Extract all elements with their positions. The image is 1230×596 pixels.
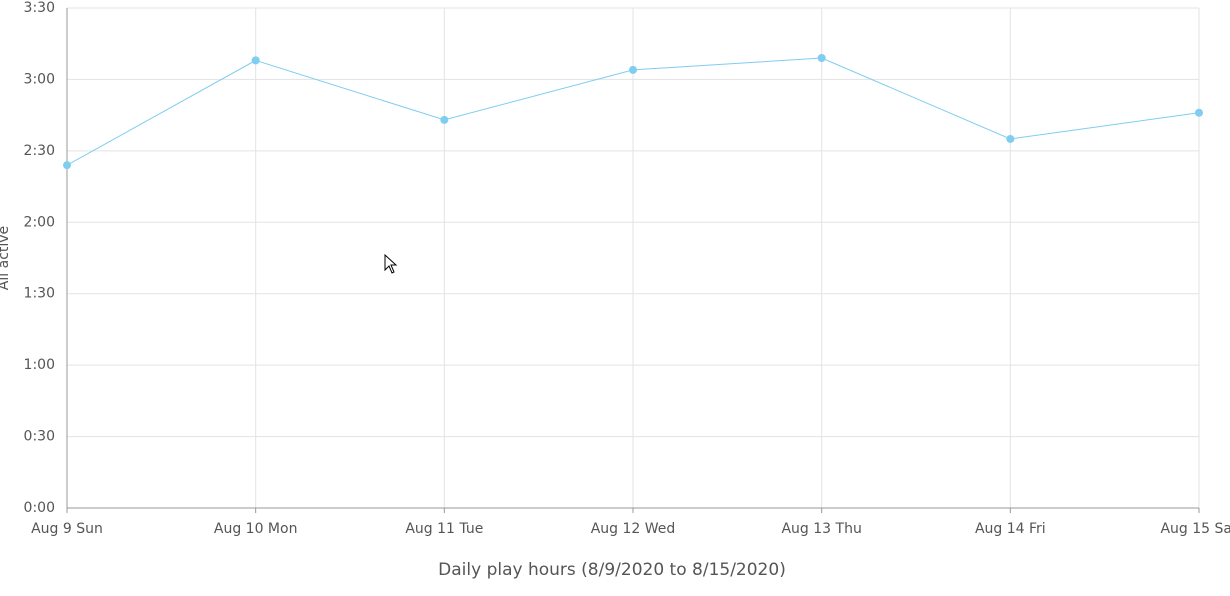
mouse-cursor (384, 253, 398, 274)
y-tick-label: 0:30 (24, 429, 55, 445)
data-point (1195, 108, 1203, 117)
x-tick-label: Aug 15 Sat (1160, 521, 1230, 537)
x-tick-label: Aug 14 Fri (975, 521, 1046, 537)
y-tick-label: 3:00 (24, 71, 55, 87)
x-tick-label: Aug 11 Tue (405, 521, 483, 537)
data-point (440, 115, 449, 124)
y-tick-label: 3:30 (24, 0, 55, 16)
data-point (629, 65, 637, 74)
data-point (1006, 134, 1015, 143)
x-tick-label: Aug 9 Sun (31, 521, 103, 537)
x-axis-title: Daily play hours (8/9/2020 to 8/15/2020) (438, 560, 786, 580)
data-point (63, 161, 71, 170)
y-tick-label: 2:00 (24, 214, 55, 230)
y-tick-label: 0:00 (24, 500, 55, 516)
y-axis-title: All active (0, 226, 12, 290)
x-tick-label: Aug 13 Thu (781, 521, 861, 537)
data-point (251, 56, 260, 65)
y-tick-label: 1:00 (24, 357, 55, 373)
x-tick-label: Aug 10 Mon (214, 521, 298, 537)
data-point (817, 54, 826, 62)
y-tick-label: 2:30 (24, 143, 55, 159)
x-tick-label: Aug 12 Wed (591, 521, 676, 537)
y-tick-label: 1:30 (24, 286, 55, 302)
